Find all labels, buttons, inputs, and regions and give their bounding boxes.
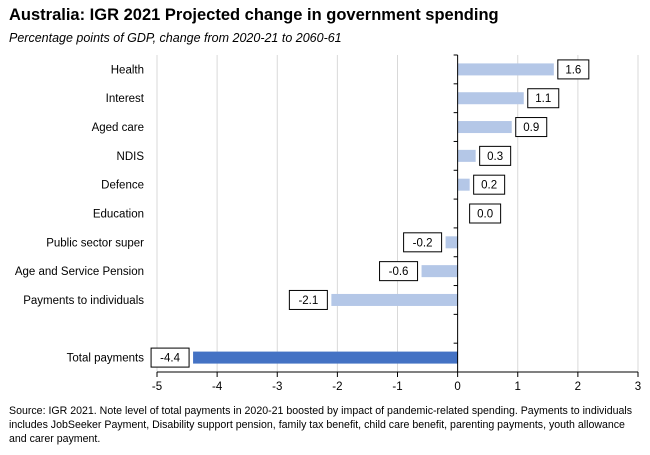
data-label: 1.6: [557, 59, 590, 80]
bar: [421, 265, 458, 278]
bar: [457, 63, 554, 76]
data-label-text: -0.2: [413, 237, 433, 249]
bar: [445, 236, 458, 249]
category-label: Aged care: [92, 122, 144, 134]
x-tick-label: -5: [152, 381, 162, 393]
data-label-text: 1.1: [535, 93, 551, 105]
data-label: -4.4: [150, 347, 190, 368]
bar: [193, 351, 458, 364]
bar: [457, 92, 524, 105]
data-label-text: -2.1: [298, 295, 318, 307]
chart-subtitle: Percentage points of GDP, change from 20…: [9, 31, 342, 45]
bar-chart: -5 -4 -3 -2 -1 0 1 2 3 Health 1.6 Interest 1.1 Aged …: [15, 54, 641, 393]
data-label: 0.3: [479, 145, 512, 166]
data-label-text: 0.9: [523, 122, 539, 134]
category-label: Defence: [101, 180, 144, 192]
data-label: -2.1: [288, 289, 328, 310]
x-tick-label: 0: [454, 381, 460, 393]
data-label-box: [403, 232, 443, 253]
source-note: Source: IGR 2021. Note level of total pa…: [9, 405, 633, 445]
category-label: NDIS: [117, 151, 145, 163]
data-label: 0.2: [473, 174, 506, 195]
data-label: -0.6: [379, 261, 419, 282]
category-label: Total payments: [67, 353, 145, 365]
data-label-box: [150, 347, 190, 368]
bar: [457, 121, 512, 134]
bars: [193, 63, 554, 364]
data-label-text: 0.2: [481, 180, 497, 192]
category-label: Public sector super: [46, 237, 144, 249]
axes: -5 -4 -3 -2 -1 0 1 2 3: [152, 54, 641, 393]
category-label: Education: [93, 209, 144, 221]
data-label-text: -4.4: [160, 353, 180, 365]
data-label-text: 0.3: [487, 151, 503, 163]
data-label-box: [479, 145, 512, 166]
x-tick-label: 3: [635, 381, 641, 393]
x-tick-label: 2: [575, 381, 581, 393]
data-label: 0.0: [469, 203, 502, 224]
data-label-text: 1.6: [565, 64, 581, 76]
data-label-text: 0.0: [477, 209, 493, 221]
data-label: -0.2: [403, 232, 443, 253]
data-label-box: [473, 174, 506, 195]
bar: [457, 178, 470, 191]
category-label: Payments to individuals: [23, 295, 144, 307]
category-label: Age and Service Pension: [15, 266, 144, 278]
data-label-box: [469, 203, 502, 224]
data-label: 1.1: [527, 88, 560, 109]
data-label-box: [288, 289, 328, 310]
category-label: Interest: [106, 93, 145, 105]
data-label-text: -0.6: [389, 266, 409, 278]
data-label-box: [557, 59, 590, 80]
data-label-box: [379, 261, 419, 282]
category-label: Health: [111, 64, 144, 76]
x-tick-label: -2: [332, 381, 342, 393]
gridlines: [156, 55, 639, 372]
bar: [331, 293, 458, 306]
data-label: 0.9: [515, 117, 548, 138]
x-tick-label: -3: [272, 381, 282, 393]
bar: [457, 149, 476, 162]
x-tick-label: -1: [392, 381, 402, 393]
data-label-box: [527, 88, 560, 109]
x-tick-label: 1: [515, 381, 521, 393]
x-tick-label: -4: [212, 381, 223, 393]
labels: Health 1.6 Interest 1.1 Aged care 0.9 NDIS 0.3 D…: [15, 59, 590, 368]
chart-title: Australia: IGR 2021 Projected change in …: [9, 6, 499, 24]
data-label-box: [515, 117, 548, 138]
